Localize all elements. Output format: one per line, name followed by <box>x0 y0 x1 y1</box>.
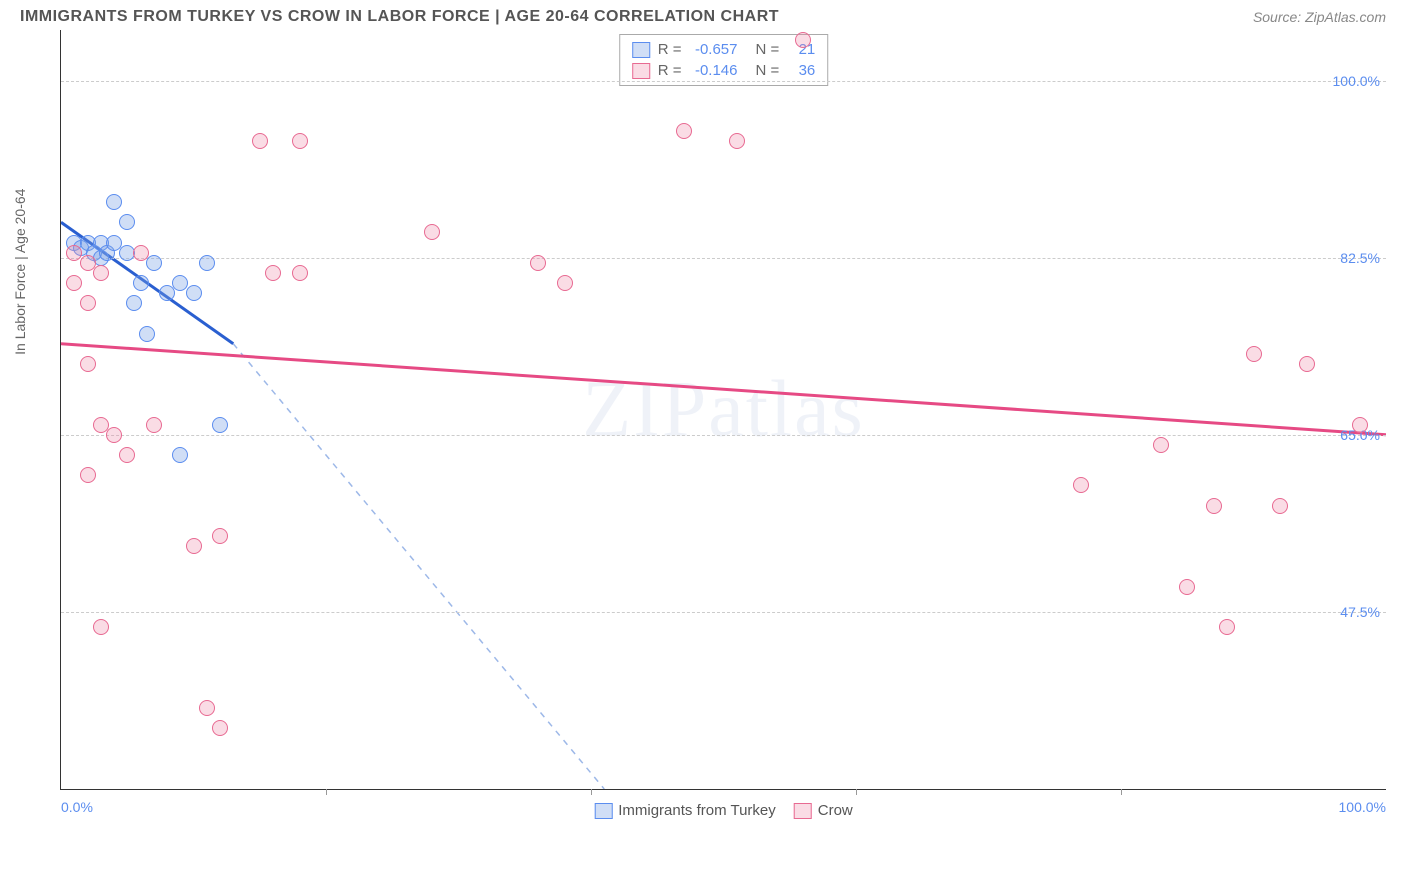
n-value: 36 <box>787 62 815 79</box>
x-tick <box>326 789 327 795</box>
chart-title: IMMIGRANTS FROM TURKEY VS CROW IN LABOR … <box>20 8 779 26</box>
data-point <box>126 295 142 311</box>
data-point <box>146 255 162 271</box>
data-point <box>1179 579 1195 595</box>
source-attribution: Source: ZipAtlas.com <box>1253 9 1386 25</box>
data-point <box>292 133 308 149</box>
data-point <box>139 326 155 342</box>
n-label: N = <box>756 62 780 79</box>
gridline <box>61 612 1386 613</box>
scatter-plot: ZIPatlas R =-0.657N =21R =-0.146N =36 Im… <box>60 30 1386 790</box>
legend-item: Crow <box>794 802 853 819</box>
data-point <box>199 255 215 271</box>
x-tick <box>591 789 592 795</box>
data-point <box>212 417 228 433</box>
data-point <box>557 275 573 291</box>
data-point <box>159 285 175 301</box>
legend-swatch <box>632 63 650 79</box>
legend-item: Immigrants from Turkey <box>594 802 776 819</box>
chart-container: In Labor Force | Age 20-64 ZIPatlas R =-… <box>60 30 1386 830</box>
legend-swatch <box>794 803 812 819</box>
data-point <box>1206 498 1222 514</box>
data-point <box>80 467 96 483</box>
data-point <box>119 214 135 230</box>
data-point <box>1073 477 1089 493</box>
data-point <box>265 265 281 281</box>
watermark: ZIPatlas <box>582 364 865 455</box>
gridline <box>61 81 1386 82</box>
n-label: N = <box>756 41 780 58</box>
data-point <box>172 447 188 463</box>
data-point <box>1352 417 1368 433</box>
legend-label: Immigrants from Turkey <box>618 802 776 819</box>
data-point <box>133 275 149 291</box>
data-point <box>80 356 96 372</box>
data-point <box>252 133 268 149</box>
x-tick <box>856 789 857 795</box>
y-tick-label: 100.0% <box>1333 73 1380 89</box>
data-point <box>80 295 96 311</box>
data-point <box>133 245 149 261</box>
r-label: R = <box>658 41 682 58</box>
legend-swatch <box>632 42 650 58</box>
header: IMMIGRANTS FROM TURKEY VS CROW IN LABOR … <box>0 0 1406 30</box>
r-value: -0.657 <box>690 41 738 58</box>
data-point <box>146 417 162 433</box>
r-label: R = <box>658 62 682 79</box>
data-point <box>292 265 308 281</box>
data-point <box>106 194 122 210</box>
x-tick-label: 100.0% <box>1339 799 1386 815</box>
gridline <box>61 435 1386 436</box>
legend-label: Crow <box>818 802 853 819</box>
legend-row: R = -0.146 N = 36 <box>628 60 820 81</box>
data-point <box>795 32 811 48</box>
legend-swatch <box>594 803 612 819</box>
data-point <box>424 224 440 240</box>
legend-row: R =-0.657N =21 <box>628 39 820 60</box>
data-point <box>186 538 202 554</box>
y-tick-label: 82.5% <box>1340 250 1380 266</box>
x-tick-label: 0.0% <box>61 799 93 815</box>
data-point <box>93 619 109 635</box>
data-point <box>212 528 228 544</box>
data-point <box>186 285 202 301</box>
y-axis-label: In Labor Force | Age 20-64 <box>12 189 28 355</box>
data-point <box>199 700 215 716</box>
data-point <box>1299 356 1315 372</box>
data-point <box>729 133 745 149</box>
data-point <box>212 720 228 736</box>
data-point <box>530 255 546 271</box>
x-tick <box>1121 789 1122 795</box>
data-point <box>106 427 122 443</box>
gridline <box>61 258 1386 259</box>
data-point <box>676 123 692 139</box>
y-tick-label: 47.5% <box>1340 604 1380 620</box>
data-point <box>66 275 82 291</box>
data-point <box>1272 498 1288 514</box>
data-point <box>1246 346 1262 362</box>
series-legend: Immigrants from Turkey Crow <box>594 802 853 819</box>
data-point <box>93 265 109 281</box>
data-point <box>1153 437 1169 453</box>
data-point <box>119 447 135 463</box>
r-value: -0.146 <box>690 62 738 79</box>
data-point <box>1219 619 1235 635</box>
